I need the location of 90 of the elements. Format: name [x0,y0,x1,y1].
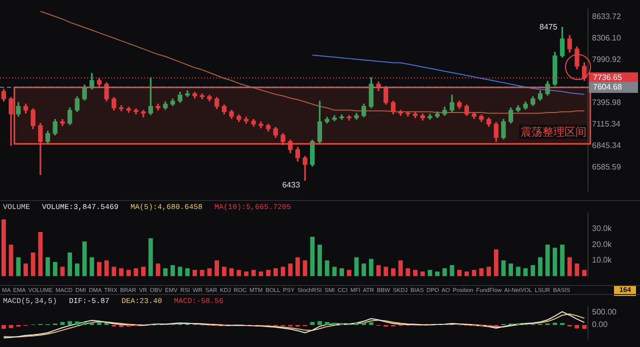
bar [46,257,50,276]
bar [435,271,440,276]
bar [30,252,36,276]
bar [148,238,153,276]
band-label: 震荡整理区间 [520,125,586,138]
bar [74,264,80,276]
y-tick-label: 6585.59 [592,162,622,172]
bar [464,271,469,276]
bar [288,264,293,276]
y-tick-label: 7395.98 [592,98,622,108]
bar [346,270,352,276]
y-tick-label: 10.0k [592,256,613,265]
bar [236,270,242,276]
bar [398,260,403,276]
bar [368,258,374,276]
bar [574,264,580,276]
bar [1,219,6,276]
bar [141,266,146,276]
bar [457,270,462,276]
bar [376,265,381,276]
bar [552,248,558,276]
bar [295,257,300,276]
ref-line-label: 7736.65 [593,73,622,82]
bar [450,265,454,276]
bar [244,271,248,276]
bar [200,270,204,276]
bar [258,271,264,276]
bar [52,262,58,276]
bar [24,264,28,276]
y-tick-label: 20.0k [592,240,613,249]
bar [384,266,388,276]
bar [266,270,270,276]
bar [112,266,116,276]
bar [508,264,514,276]
bar [273,268,278,276]
bar [582,270,587,276]
annotation: 8475 [539,22,558,32]
bar [170,265,175,276]
bar [479,268,484,276]
bar [318,244,322,276]
bar [163,268,168,276]
bar [178,266,182,276]
bar [516,266,520,276]
bar [119,268,124,276]
bar [82,241,87,276]
bar [214,260,220,276]
bar [90,257,94,276]
bar [494,249,498,276]
bar [413,270,418,276]
y-tick-label: 7990.92 [592,55,622,64]
bar [60,266,65,276]
y-tick-label: 8633.72 [592,12,622,22]
bar [545,244,550,276]
bar [251,270,256,276]
ref-line-label: 7604.68 [593,82,622,92]
bar [16,257,21,276]
bar [104,260,109,276]
bar [472,270,476,276]
bar [538,257,542,276]
bar [567,257,572,276]
bar [442,268,447,276]
bar [560,244,564,276]
bar [38,232,43,276]
bar [192,270,197,276]
bar [8,244,14,276]
bar [126,270,131,276]
bar [280,266,286,276]
bar [324,260,330,276]
bar [222,266,226,276]
bar [332,266,337,276]
bar [362,264,366,276]
bar [420,271,425,276]
y-tick-label: 30.0k [592,224,613,234]
bar [354,257,359,276]
bar [68,252,72,276]
bar [530,265,536,276]
y-tick-label: 7115.34 [592,120,621,129]
bar [486,266,491,276]
bar [406,268,410,276]
y-tick-label: 0.00 [592,320,608,330]
y-tick-label: 6845.34 [592,141,622,150]
bar [310,236,315,276]
bar [185,268,190,276]
bar [156,264,160,276]
y-tick-label: 8306.10 [592,34,622,43]
bar [97,262,102,276]
bar [340,268,344,276]
y-tick-label: 500.00 [592,307,618,316]
annotation: 6433 [282,180,301,190]
bar [391,268,396,276]
